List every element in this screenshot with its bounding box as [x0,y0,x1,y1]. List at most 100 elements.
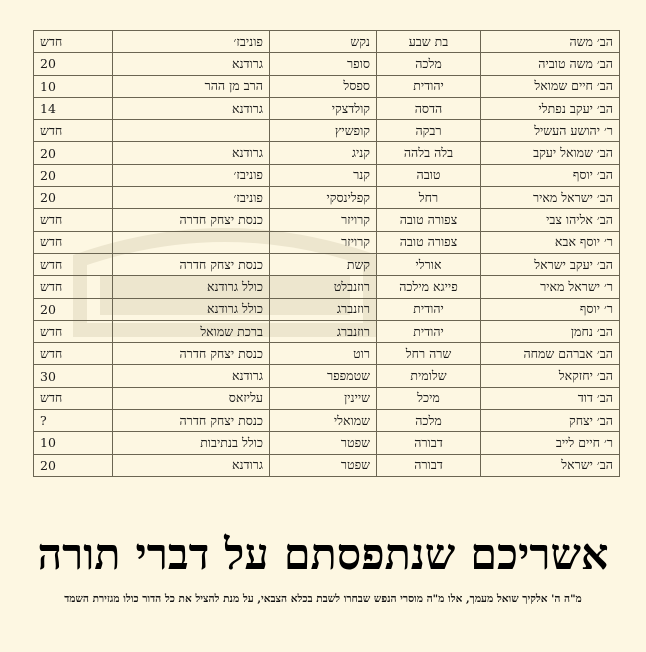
institution-cell: עליזאס [112,386,270,411]
institution-cell: ברכת שמואל [112,319,270,344]
mother-name-cell: בת שבע [376,29,481,54]
surname-cell: קנר [269,163,377,188]
name-cell: הב׳ ישראל מאיר [480,186,620,210]
institution-cell [112,119,270,143]
mother-name-cell: צפורה טובה [376,208,481,232]
table-row: הב׳ יחזקאל שלומית שטמפפר גרודנא 30 [33,364,620,388]
name-cell: הב׳ משה טוביה [480,52,620,76]
names-table: הב׳ משה בת שבע נקש פוניבז׳ חדש הב׳ משה טוביה מ… [33,29,620,477]
page-title: אשריכם שנתפסתם על דברי תורה [37,530,609,580]
surname-cell: נקש [269,29,377,54]
name-cell: הב׳ נחמן [480,319,620,344]
mother-name-cell: רחל [376,186,481,210]
amount-cell: 20 [33,52,113,76]
surname-cell: קרויזר [269,208,377,232]
surname-cell: קניג [269,141,377,165]
institution-cell: כולל גרודנא [112,275,270,299]
amount-cell: חדש [33,252,113,277]
amount-cell: 20 [33,297,113,321]
amount-cell: חדש [33,386,113,411]
amount-cell: חדש [33,208,113,232]
institution-cell: כנסת יצחק חדרה [112,252,270,277]
mother-name-cell: רבקה [376,119,481,143]
name-cell: הב׳ יעקב נפתלי [480,96,620,121]
name-cell: ר׳ יוסף אבא [480,230,620,254]
table-row: ר׳ יוסף אבא צפורה טובה קרויזר חדש [33,230,620,254]
institution-cell: פוניבז׳ [112,163,270,188]
name-cell: הב׳ דוד [480,386,620,411]
amount-cell: ? [33,409,113,433]
surname-cell: קשת [269,252,377,277]
institution-cell: כולל גרודנא [112,297,270,321]
mother-name-cell: טובה [376,163,481,188]
surname-cell: קרויזר [269,230,377,254]
institution-cell: פוניבז׳ [112,29,270,54]
table-row: הב׳ שמואל יעקב בלה בלהה קניג גרודנא 20 [33,141,620,165]
table-row: הב׳ יצחק מלכה שמואלי כנסת יצחק חדרה? [33,409,620,433]
amount-cell: חדש [33,29,113,54]
institution-cell: כולל בנתיבות [112,431,270,455]
name-cell: הב׳ אליהו צבי [480,208,620,232]
table-row: הב׳ יעקב ישראל אורלי קשת כנסת יצחק חדרה חדש [33,252,620,277]
table-row: הב׳ נחמן יהודית רוזנברג ברכת שמואל חדש [33,319,620,344]
surname-cell: שטמפפר [269,364,377,388]
mother-name-cell: יהודית [376,319,481,344]
mother-name-cell: בלה בלהה [376,141,481,165]
mother-name-cell: אורלי [376,252,481,277]
mother-name-cell: צפורה טובה [376,230,481,254]
name-cell: ר׳ חיים לייב [480,431,620,455]
institution-cell: גרודנא [112,141,270,165]
table-row: הב׳ יוסף טובה קנר פוניבז׳ 20 [33,163,620,188]
table-row: הב׳ ישראל דבורה שפטר גרודנא 20 [33,453,620,477]
table-row: הב׳ חיים שמואל יהודית ספסל הרב מן ההר 10 [33,74,620,98]
institution-cell: פוניבז׳ [112,186,270,210]
mother-name-cell: יהודית [376,74,481,98]
mother-name-cell: דבורה [376,453,481,477]
name-cell: ר׳ יהושע העשיל [480,119,620,143]
institution-cell: כנסת יצחק חדרה [112,208,270,232]
table-row: ר׳ חיים לייב דבורה שפטר כולל בנתיבות 10 [33,431,620,455]
table-row: הב׳ יעקב נפתלי הדסה קולדצקי גרודנא 14 [33,96,620,121]
mother-name-cell: מיכל [376,386,481,411]
institution-cell: גרודנא [112,364,270,388]
surname-cell: שפטר [269,431,377,455]
mother-name-cell: דבורה [376,431,481,455]
amount-cell: 20 [33,453,113,477]
amount-cell: חדש [33,275,113,299]
table-row: הב׳ משה טוביה מלכה סופר גרודנא 20 [33,52,620,76]
mother-name-cell: שלומית [376,364,481,388]
mother-name-cell: פייגא מילכה [376,275,481,299]
institution-cell: כנסת יצחק חדרה [112,409,270,433]
surname-cell: קולדצקי [269,96,377,121]
name-cell: ר׳ ישראל מאיר [480,275,620,299]
surname-cell: רוזנברג [269,297,377,321]
name-cell: הב׳ חיים שמואל [480,74,620,98]
amount-cell: 20 [33,186,113,210]
mother-name-cell: הדסה [376,96,481,121]
mother-name-cell: מלכה [376,409,481,433]
surname-cell: שיינין [269,386,377,411]
institution-cell: הרב מן ההר [112,74,270,98]
name-cell: הב׳ ישראל [480,453,620,477]
institution-cell: גרודנא [112,96,270,121]
surname-cell: שפטר [269,453,377,477]
mother-name-cell: שרה רחל [376,342,481,366]
amount-cell: 20 [33,141,113,165]
amount-cell: חדש [33,319,113,344]
table-row: ר׳ ישראל מאיר פייגא מילכה רוזנבלט כולל גרוד… [33,275,620,299]
amount-cell: 14 [33,96,113,121]
surname-cell: שמואלי [269,409,377,433]
table-row: הב׳ משה בת שבע נקש פוניבז׳ חדש [33,29,620,54]
name-cell: ר׳ יוסף [480,297,620,321]
mother-name-cell: מלכה [376,52,481,76]
table-row: הב׳ ישראל מאיר רחל קפלינסקי פוניבז׳ 20 [33,186,620,210]
surname-cell: רוזנברג [269,319,377,344]
amount-cell: 30 [33,364,113,388]
amount-cell: 20 [33,163,113,188]
name-cell: הב׳ אברהם שמחה [480,342,620,366]
amount-cell: חדש [33,119,113,143]
surname-cell: רוט [269,342,377,366]
table-row: הב׳ אליהו צבי צפורה טובה קרויזר כנסת יצחק ח… [33,208,620,232]
institution-cell: גרודנא [112,453,270,477]
name-cell: הב׳ משה [480,29,620,54]
